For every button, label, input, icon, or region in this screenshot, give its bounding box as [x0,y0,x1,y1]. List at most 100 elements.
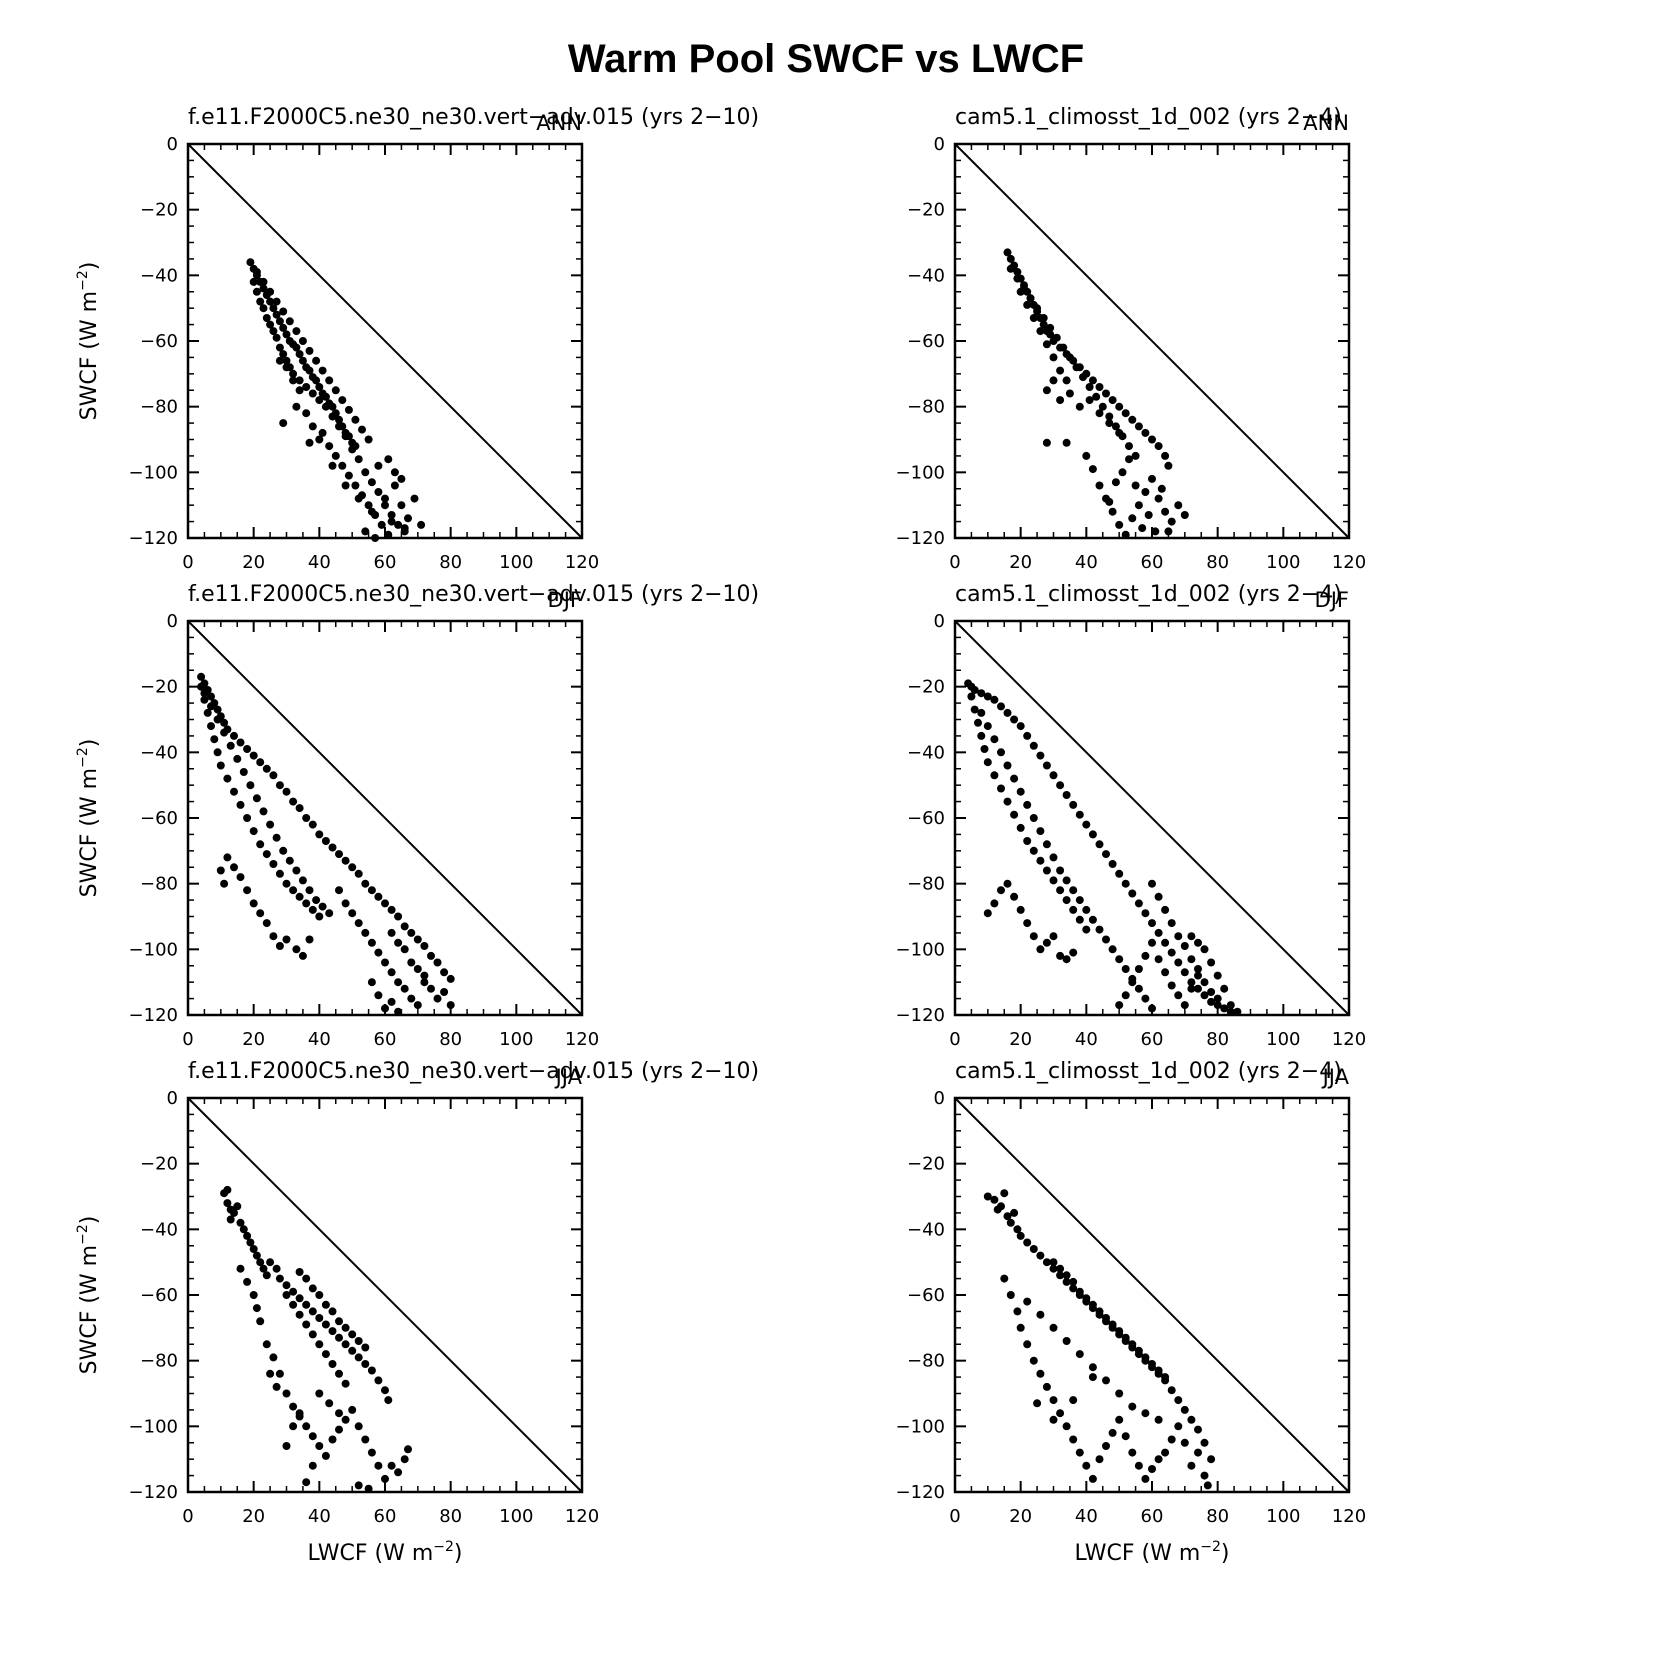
data-point [1164,461,1173,470]
x-tick-label: 60 [374,1029,397,1050]
data-point [269,860,278,868]
y-tick-label: −120 [129,1005,178,1026]
data-point [400,1455,409,1464]
data-point [315,1442,324,1450]
data-point [394,1468,403,1477]
x-axis-label: LWCF (W m−2) [308,1539,463,1566]
data-point [262,919,271,928]
data-point [1148,474,1156,483]
data-point [1180,968,1189,977]
y-axis-label: SWCF (W m−2) [75,262,102,421]
data-point [1115,869,1124,878]
data-point [1220,1004,1229,1013]
data-point [282,879,291,888]
data-point [302,1300,311,1309]
data-point [289,1422,298,1431]
data-point [1036,945,1045,954]
data-point [1131,481,1140,490]
data-point [967,692,976,701]
data-point [394,1007,403,1016]
data-point [1062,1422,1071,1431]
data-point [335,1409,343,1418]
data-point [1082,925,1091,934]
data-point [394,520,403,529]
data-point [1121,1333,1130,1342]
data-point [394,978,403,987]
data-point [321,392,330,401]
data-point [354,869,363,878]
plot-frame [953,1096,1351,1494]
data-point [341,1340,350,1349]
data-point [1105,412,1114,421]
data-point [249,1245,258,1253]
data-point [1075,810,1084,819]
data-point [302,899,311,908]
data-point [341,899,350,908]
data-point [1121,991,1130,1000]
data-point [305,438,314,447]
data-point [374,461,383,470]
chart-panel-6: 0 20 40 60 80 100 120 0 −20 −40 −60 −80 −100 −120 cam5… [896,1059,1367,1566]
data-point [1207,958,1216,967]
data-point [289,1300,298,1309]
panel-title: f.e11.F2000C5.ne30_ne30.vert−adv.015 (yr… [188,105,759,130]
data-point [289,1287,298,1296]
data-point [1125,442,1133,451]
data-point [207,702,215,711]
data-point [1121,879,1130,888]
data-point [259,1264,268,1273]
data-point [1056,781,1065,790]
data-point [407,928,416,937]
data-point [1121,530,1130,539]
data-point [400,922,409,931]
data-point [1088,1363,1097,1372]
panel-title: cam5.1_climosst_1d_002 (yrs 2−4) [955,1059,1342,1084]
data-point [387,968,396,977]
data-point [1174,991,1183,1000]
data-point [354,1353,363,1362]
x-tick-label: 100 [499,552,533,573]
data-point [384,530,393,539]
y-tick-label: −100 [896,462,945,483]
data-point [997,702,1005,711]
data-point [1095,1307,1104,1316]
x-tick-label: 0 [949,552,960,573]
y-tick-label: −40 [907,265,945,286]
data-point [308,422,317,431]
data-point [417,520,426,529]
data-point [997,748,1005,757]
x-tick-label: 120 [565,1506,599,1527]
data-point [983,758,992,767]
data-point [308,1307,317,1316]
data-point [1161,451,1170,460]
data-point [233,1202,242,1211]
data-point [381,958,389,967]
scatter-points [983,1189,1216,1490]
scatter-points [246,258,426,542]
data-point [269,1353,278,1362]
data-point [1069,1396,1078,1405]
data-point [243,745,252,753]
data-point [279,350,288,359]
data-point [983,1192,992,1201]
x-tick-label: 0 [949,1029,960,1050]
data-point [200,689,209,698]
data-point [1115,428,1124,437]
x-tick-label: 60 [374,552,397,573]
data-point [1148,1004,1156,1013]
data-point [1069,1435,1078,1444]
data-point [1000,1189,1009,1198]
data-point [1187,978,1196,987]
data-point [1187,1415,1196,1424]
data-point [1161,905,1170,914]
data-point [321,1451,330,1460]
panels: 0 20 40 60 80 100 120 0 −20 −40 −60 −80 −100 −120 f.e1… [75,105,1366,1566]
data-point [387,905,396,914]
x-tick-label: 80 [1206,1029,1229,1050]
data-point [220,879,229,888]
data-point [977,731,986,740]
data-point [275,343,284,352]
data-point [1065,353,1074,362]
data-point [1128,1448,1137,1457]
data-point [1049,932,1058,941]
